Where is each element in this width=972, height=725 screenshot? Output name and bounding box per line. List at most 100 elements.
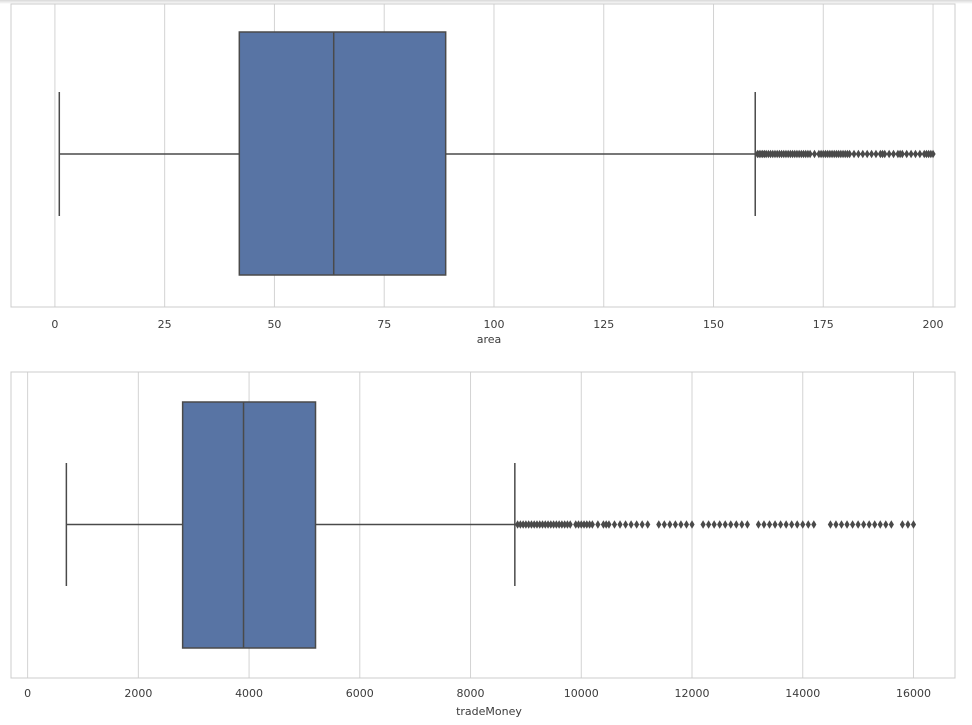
x-tick-label: 25 [158, 318, 172, 331]
outlier-point [882, 149, 888, 159]
outlier-point [548, 520, 554, 529]
outlier-point [739, 520, 745, 529]
outlier-point [800, 520, 806, 529]
outlier-point [700, 520, 706, 529]
outlier-point [645, 520, 651, 529]
outlier-point [783, 520, 789, 529]
outlier-point [811, 520, 817, 529]
x-tick-label: 14000 [785, 687, 820, 700]
x-tick-label: 175 [813, 318, 834, 331]
outlier-point [542, 520, 548, 529]
outlier-point [573, 520, 579, 529]
outlier-point [567, 520, 573, 529]
outlier-point [789, 520, 795, 529]
outlier-point [899, 520, 906, 529]
outlier-point [515, 520, 521, 529]
outlier-point [689, 520, 695, 529]
outlier-point [766, 520, 773, 529]
outlier-point [711, 520, 717, 529]
x-tick-label: 0 [24, 687, 31, 700]
outlier-point [586, 520, 593, 529]
outlier-point [886, 149, 892, 159]
outlier-point [584, 520, 590, 529]
outlier-point [827, 520, 834, 529]
outlier-point [706, 520, 712, 529]
outlier-point [672, 520, 678, 529]
outlier-point [883, 520, 889, 529]
outlier-point [805, 520, 811, 529]
outlier-point [733, 520, 739, 529]
interquartile-box [238, 31, 447, 276]
outlier-point [844, 520, 850, 529]
outlier-point [517, 520, 523, 529]
outlier-point [833, 520, 839, 529]
outlier-point [917, 149, 923, 159]
x-tick-label: 2000 [124, 687, 152, 700]
x-tick-label: 8000 [457, 687, 485, 700]
outlier-point [578, 520, 584, 529]
window-top-edge [0, 0, 972, 4]
outlier-point [550, 520, 557, 529]
x-tick-label: 4000 [235, 687, 263, 700]
x-tick-label: 10000 [564, 687, 599, 700]
outlier-point [545, 520, 551, 529]
outlier-point [910, 520, 917, 529]
outlier-point [761, 520, 767, 529]
x-tick-label: 200 [923, 318, 944, 331]
outlier-point [890, 149, 897, 159]
outlier-point [526, 520, 532, 529]
x-tick-label: 150 [703, 318, 724, 331]
outlier-point [595, 520, 601, 529]
plot-frame [10, 371, 956, 679]
outlier-point [722, 520, 728, 529]
outlier-point [537, 520, 543, 529]
outlier-point [717, 520, 723, 529]
x-tick-label: 125 [593, 318, 614, 331]
outlier-point [575, 520, 582, 529]
outlier-point [589, 520, 595, 529]
box-plot-panel-2: 0 2000 4000 6000 8000 10000 12000 14000 16000 tra… [10, 371, 956, 718]
outlier-point [634, 520, 640, 529]
outlier-point [639, 520, 645, 529]
outlier-point [851, 149, 857, 159]
outlier-point [600, 520, 607, 529]
outlier-point [564, 520, 571, 529]
outlier-point [553, 520, 559, 529]
outlier-point [855, 520, 861, 529]
outlier-point [603, 520, 609, 529]
outlier-point [520, 520, 526, 529]
outlier-point [838, 520, 845, 529]
outlier-point [849, 520, 856, 529]
outlier-point [772, 520, 778, 529]
outlier-point [860, 149, 866, 159]
outlier-point [556, 520, 562, 529]
x-tick-label: 75 [377, 318, 391, 331]
outlier-point [661, 520, 667, 529]
outlier-point [899, 149, 905, 159]
outlier-point [888, 520, 894, 529]
outlier-point [622, 520, 629, 529]
outlier-point [807, 149, 813, 159]
outlier-point [930, 149, 936, 159]
box-plot-panel-1: 0 25 50 75 100 125 150 175 200 area [10, 3, 956, 346]
outlier-point [861, 520, 867, 529]
outlier-point [873, 149, 879, 159]
outlier-point [908, 149, 914, 159]
outlier-point [628, 520, 634, 529]
plot-frame [10, 3, 956, 308]
outlier-point [868, 149, 875, 159]
outlier-point [678, 520, 684, 529]
outlier-point [562, 520, 568, 529]
outlier-point [744, 520, 750, 529]
x-tick-label: 12000 [675, 687, 710, 700]
outlier-point [523, 520, 529, 529]
x-tick-label: 0 [51, 318, 58, 331]
outlier-point [864, 149, 870, 159]
outlier-point [811, 149, 818, 159]
x-tick-label: 50 [267, 318, 281, 331]
x-axis-label: tradeMoney [456, 705, 522, 718]
outlier-point [539, 520, 546, 529]
outlier-point [534, 520, 540, 529]
outlier-point [611, 520, 618, 529]
